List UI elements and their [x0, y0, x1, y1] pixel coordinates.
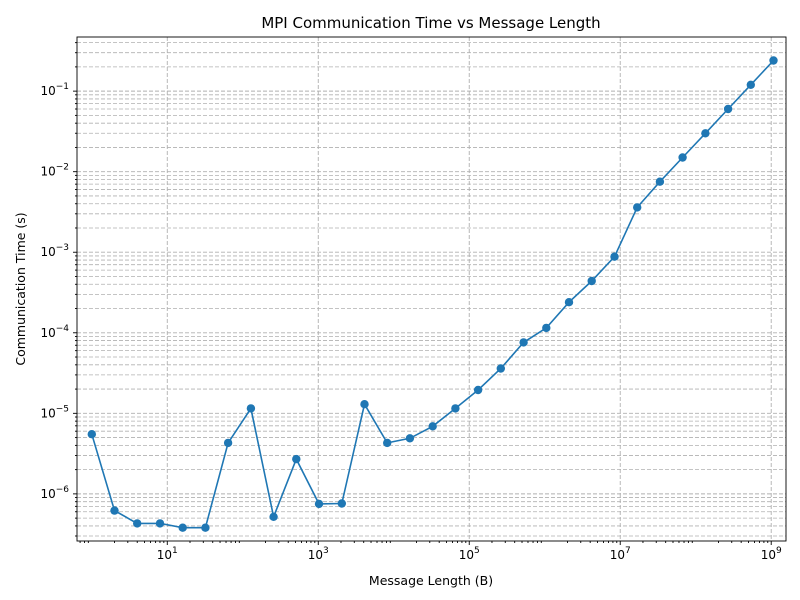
- data-point: [110, 506, 119, 515]
- data-point: [473, 385, 483, 395]
- data-point: [519, 338, 528, 347]
- data-points: [87, 56, 778, 532]
- y-tick-label: 10−3: [40, 243, 69, 259]
- data-point: [246, 404, 256, 413]
- y-tick-label: 10−2: [40, 163, 69, 179]
- data-point: [87, 430, 97, 439]
- x-tick-label: 101: [157, 546, 178, 562]
- y-tick-label: 10−6: [40, 485, 69, 501]
- x-tick-labels: 101 103 105 107 109: [157, 546, 782, 562]
- data-point: [155, 519, 165, 528]
- data-point: [223, 438, 233, 448]
- x-tick-label: 105: [459, 546, 480, 562]
- data-point: [633, 203, 642, 212]
- plot-frame: [76, 36, 787, 542]
- data-point: [678, 153, 687, 162]
- data-point: [337, 499, 346, 508]
- y-axis-label: Communication Time (s): [13, 212, 28, 365]
- data-point: [360, 400, 369, 409]
- axis-ticks: [73, 42, 772, 545]
- x-tick-label: 107: [610, 546, 631, 562]
- y-tick-labels: 10−6 10−5 10−4 10−3 10−2 10−1: [40, 82, 69, 501]
- y-tick-label: 10−4: [40, 324, 69, 340]
- grid: [77, 37, 786, 541]
- data-point: [201, 523, 210, 532]
- y-tick-label: 10−1: [40, 82, 69, 98]
- data-point: [383, 438, 392, 448]
- x-tick-label: 109: [761, 546, 782, 562]
- x-axis-label: Message Length (B): [369, 573, 493, 588]
- data-point: [178, 523, 187, 532]
- data-point: [451, 404, 460, 413]
- data-point: [542, 323, 551, 333]
- data-point: [496, 364, 505, 373]
- data-point: [655, 177, 665, 186]
- data-point: [610, 252, 619, 261]
- data-point: [769, 56, 778, 65]
- data-point: [746, 80, 755, 90]
- chart-title: MPI Communication Time vs Message Length: [261, 14, 600, 32]
- data-point: [428, 422, 437, 431]
- x-tick-label: 103: [308, 546, 329, 562]
- data-point: [701, 129, 710, 138]
- data-point: [314, 499, 324, 509]
- data-point: [133, 519, 142, 528]
- data-point: [564, 298, 574, 307]
- data-point: [405, 434, 415, 443]
- data-point: [587, 276, 596, 286]
- data-point: [292, 454, 301, 464]
- data-point: [269, 512, 278, 521]
- data-point: [723, 104, 733, 114]
- y-tick-label: 10−5: [40, 404, 69, 420]
